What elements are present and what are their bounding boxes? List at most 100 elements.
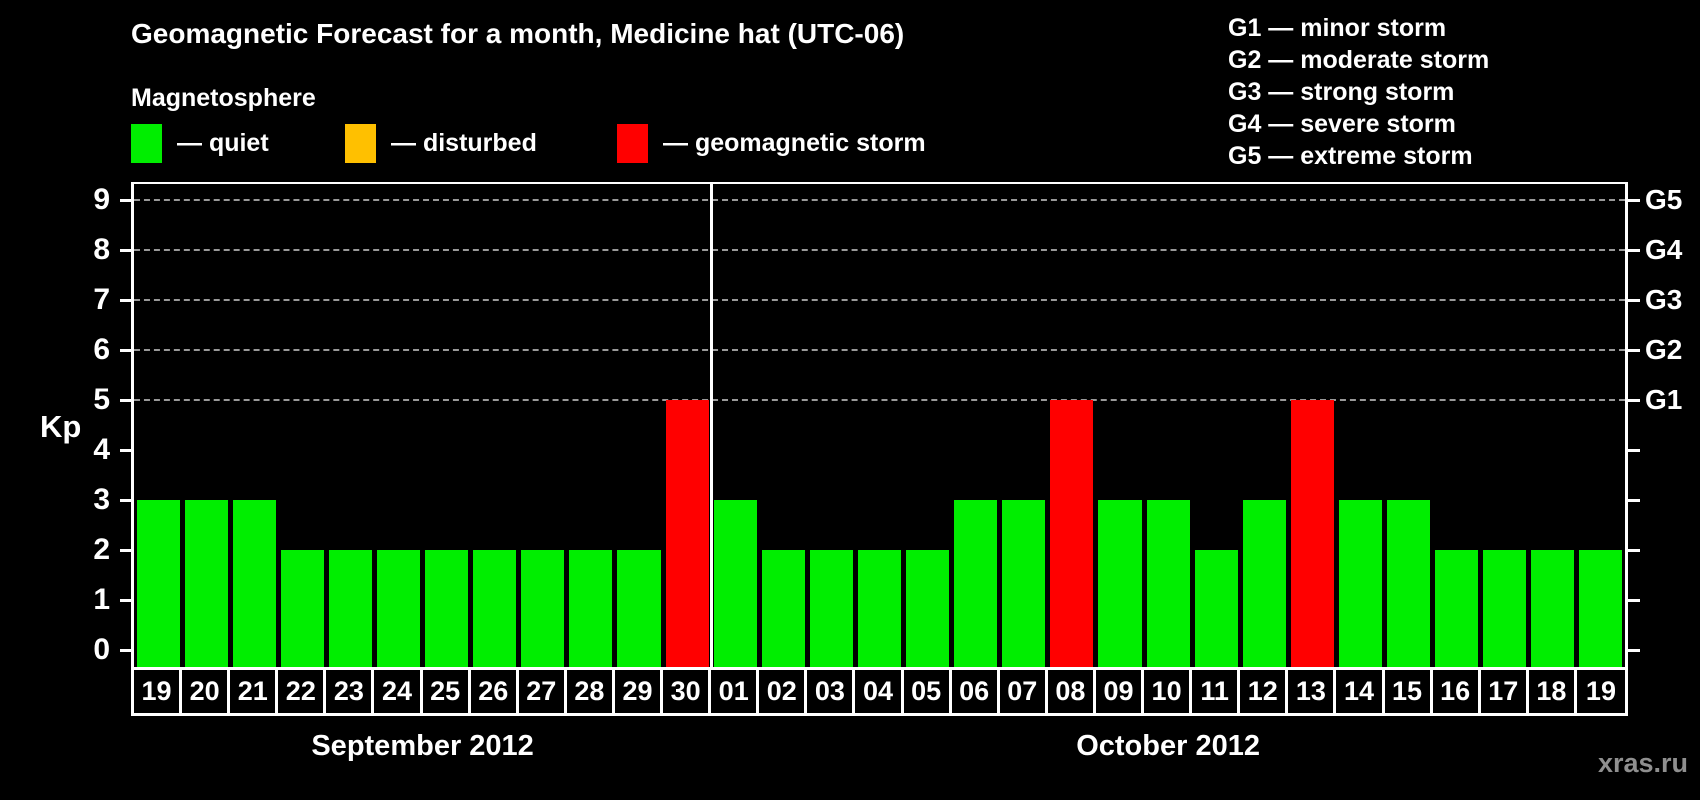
right-axis-tick: [1628, 298, 1640, 302]
x-axis-day-row: 19 20 21 22 23 24 25 26 27 28 29 30 01 02 03 04 05 06 07 08…: [131, 667, 1628, 716]
y-axis-tick: [120, 398, 132, 402]
day-cell: 06: [952, 670, 1000, 713]
right-axis-tick: [1628, 598, 1640, 602]
kp-bar: [473, 550, 517, 667]
page-title: Geomagnetic Forecast for a month, Medici…: [131, 18, 905, 49]
kp-bar: [1338, 500, 1382, 667]
g-scale-legend-line: G1 — minor storm: [1228, 14, 1447, 42]
legend-item-quiet: — quiet: [131, 124, 269, 163]
y-axis-tick-label: 0: [93, 633, 110, 666]
right-axis-tick: [1628, 498, 1640, 502]
y-axis-tick: [120, 598, 132, 602]
day-cell: 04: [855, 670, 904, 713]
y-axis-tick: [120, 248, 132, 252]
y-axis-tick: [120, 548, 132, 552]
y-axis-tick: [120, 448, 132, 452]
kp-bar: [1579, 550, 1623, 667]
y-axis-tick-label: 9: [93, 183, 110, 216]
day-cell: 24: [374, 670, 423, 713]
gridline-kp-6: [134, 349, 1625, 351]
kp-bar: [906, 550, 950, 667]
y-axis-tick-label: 7: [93, 283, 110, 316]
day-cell: 28: [567, 670, 615, 713]
g-scale-legend: G1 — minor storm G2 — moderate storm G3 …: [1228, 12, 1489, 172]
watermark: xras.ru: [1597, 748, 1688, 778]
day-cell: 13: [1288, 670, 1337, 713]
right-axis-tick: [1628, 648, 1640, 652]
quiet-swatch-icon: [131, 124, 162, 163]
day-cell: 26: [471, 670, 519, 713]
kp-bar: [1290, 400, 1334, 667]
day-cell: 21: [230, 670, 279, 713]
legend-item-label: — quiet: [177, 129, 269, 157]
g-scale-legend-line: G2 — moderate storm: [1228, 46, 1490, 74]
kp-bar: [1531, 550, 1575, 667]
y-axis-tick-label: 5: [93, 383, 110, 416]
kp-bar: [665, 400, 709, 667]
y-axis-tick-label: 2: [93, 533, 110, 566]
day-cell: 19: [134, 670, 183, 713]
kp-bar: [1194, 550, 1238, 667]
right-axis-label-g4: G4: [1645, 234, 1683, 265]
day-cell: 02: [759, 670, 808, 713]
y-axis-tick-label: 6: [93, 333, 110, 366]
kp-bar: [1146, 500, 1190, 667]
y-axis-title: Kp: [40, 409, 82, 444]
day-cell: 25: [423, 670, 471, 713]
y-axis-tick: [120, 348, 132, 352]
day-cell: 08: [1048, 670, 1096, 713]
day-cell: 20: [182, 670, 231, 713]
plot-area: Kp 0 1 2 3 4 5 6 7 8 9 G1 G2 G3 G4 G5: [40, 182, 1682, 667]
month-label-0: September 2012: [311, 730, 534, 762]
legend-item-label: — geomagnetic storm: [663, 129, 926, 157]
right-axis-tick: [1628, 198, 1640, 202]
y-axis-tick-label: 8: [93, 233, 110, 266]
kp-bar: [809, 550, 853, 667]
legend-item-label: — disturbed: [391, 129, 537, 157]
kp-bar: [1387, 500, 1431, 667]
day-cell: 05: [904, 670, 952, 713]
g-scale-legend-line: G3 — strong storm: [1228, 78, 1455, 106]
kp-bar: [1242, 500, 1286, 667]
kp-bar: [713, 500, 757, 667]
y-axis-tick-label: 3: [93, 483, 110, 516]
day-cell: 16: [1433, 670, 1481, 713]
day-cell: 30: [663, 670, 712, 713]
right-axis-tick: [1628, 448, 1640, 452]
gridline-kp-9: [134, 199, 1625, 201]
right-axis-label-g3: G3: [1645, 284, 1683, 315]
g-scale-legend-line: G4 — severe storm: [1228, 110, 1456, 138]
right-axis-label-g2: G2: [1645, 334, 1683, 365]
y-axis-tick: [120, 198, 132, 202]
kp-bar: [1002, 500, 1046, 667]
gridline-kp-7: [134, 299, 1625, 301]
kp-bar: [1483, 550, 1527, 667]
gridline-kp-5: [134, 399, 1625, 401]
y-axis-tick: [120, 298, 132, 302]
gridline-kp-8: [134, 249, 1625, 251]
day-cell: 10: [1144, 670, 1193, 713]
kp-bar: [954, 500, 998, 667]
day-cell: 27: [519, 670, 567, 713]
right-axis-tick: [1628, 548, 1640, 552]
kp-bar: [857, 550, 902, 667]
day-cell: 07: [1000, 670, 1048, 713]
y-axis-tick: [120, 498, 132, 502]
day-cell: 22: [278, 670, 327, 713]
right-axis-tick: [1628, 348, 1640, 352]
kp-bar: [280, 550, 324, 667]
month-separator-line: [709, 184, 713, 667]
kp-bar: [136, 500, 180, 667]
kp-bar: [1098, 500, 1142, 667]
day-cell: 15: [1385, 670, 1433, 713]
kp-bar: [1050, 400, 1094, 667]
day-cell: 09: [1096, 670, 1145, 713]
right-axis-tick: [1628, 248, 1640, 252]
day-cell: 23: [326, 670, 375, 713]
legend-item-storm: — geomagnetic storm: [617, 124, 926, 163]
day-cell: 14: [1336, 670, 1385, 713]
kp-bar: [376, 550, 421, 667]
kp-bar: [617, 550, 661, 667]
y-axis-tick: [120, 648, 132, 652]
day-cell: 18: [1529, 670, 1577, 713]
